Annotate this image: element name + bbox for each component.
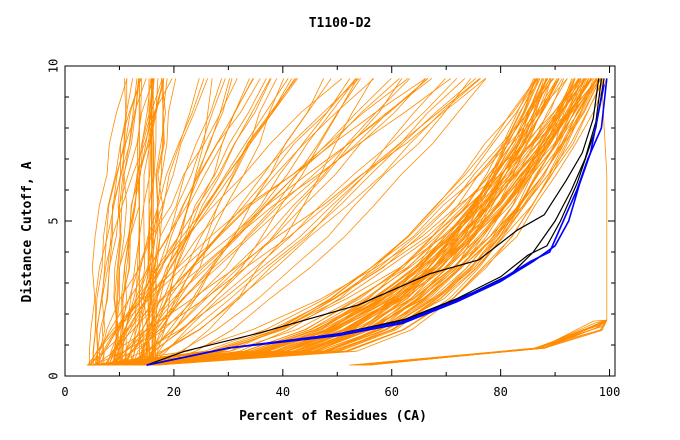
model-line-low bbox=[364, 319, 608, 366]
model-line bbox=[139, 78, 332, 366]
model-line bbox=[151, 78, 580, 366]
model-line bbox=[122, 78, 392, 366]
model-line bbox=[124, 78, 289, 366]
axis-ticks bbox=[64, 65, 615, 377]
model-line bbox=[100, 78, 296, 366]
model-line bbox=[154, 78, 592, 366]
model-line bbox=[133, 78, 598, 366]
model-line-low bbox=[349, 320, 608, 366]
x-tick-label: 0 bbox=[61, 385, 68, 399]
y-axis-label: Distance Cutoff, A bbox=[20, 161, 35, 302]
series-line-5 bbox=[146, 84, 605, 366]
model-line-low bbox=[368, 319, 607, 366]
model-line bbox=[93, 78, 480, 366]
model-line bbox=[108, 78, 360, 366]
y-tick-label: 0 bbox=[47, 372, 61, 379]
model-line bbox=[116, 78, 587, 366]
model-line bbox=[125, 78, 427, 366]
x-tick-label: 80 bbox=[493, 385, 507, 399]
tick-labels: 0 20 40 60 80 100 0 5 10 bbox=[47, 59, 621, 399]
other-model-lines bbox=[86, 78, 608, 366]
model-line bbox=[117, 78, 351, 366]
model-line bbox=[87, 78, 409, 366]
model-line bbox=[149, 78, 324, 366]
model-line bbox=[94, 78, 238, 366]
model-line bbox=[130, 78, 226, 366]
model-line bbox=[150, 78, 458, 366]
model-line bbox=[111, 78, 466, 366]
model-line-low bbox=[354, 319, 607, 366]
model-line bbox=[104, 78, 272, 366]
model-line bbox=[145, 78, 357, 366]
model-line bbox=[154, 78, 600, 366]
y-tick-label: 10 bbox=[47, 59, 61, 73]
model-line bbox=[91, 78, 551, 366]
model-line bbox=[89, 78, 128, 366]
series-line-3 bbox=[146, 78, 605, 366]
model-line bbox=[90, 78, 254, 366]
model-line bbox=[94, 78, 486, 366]
model-line-low bbox=[362, 319, 607, 366]
model-line bbox=[112, 78, 429, 366]
model-line bbox=[112, 78, 539, 366]
model-line bbox=[135, 78, 582, 366]
model-line bbox=[114, 78, 548, 366]
x-tick-label: 20 bbox=[167, 385, 181, 399]
model-line bbox=[143, 78, 285, 366]
model-line bbox=[145, 78, 476, 366]
model-line bbox=[133, 78, 411, 366]
model-line bbox=[115, 78, 128, 366]
model-line bbox=[155, 78, 213, 366]
model-line bbox=[135, 78, 481, 366]
model-line bbox=[154, 78, 165, 366]
model-line bbox=[95, 78, 142, 366]
model-line bbox=[109, 78, 200, 366]
model-line bbox=[88, 78, 585, 366]
x-axis-label: Percent of Residues (CA) bbox=[239, 409, 427, 424]
model-line bbox=[102, 78, 581, 366]
model-line bbox=[97, 78, 343, 366]
model-line bbox=[153, 78, 536, 366]
model-line bbox=[153, 78, 271, 366]
y-tick-label: 5 bbox=[47, 217, 61, 224]
model-line-low bbox=[369, 319, 608, 366]
model-line bbox=[141, 78, 552, 366]
model-line bbox=[95, 78, 433, 366]
highlighted-series bbox=[146, 78, 608, 366]
series-line-1 bbox=[146, 78, 600, 366]
x-tick-label: 100 bbox=[599, 385, 621, 399]
model-line bbox=[144, 78, 472, 366]
model-line-low bbox=[357, 319, 607, 366]
model-line bbox=[138, 78, 558, 366]
model-line bbox=[105, 78, 361, 366]
model-line bbox=[94, 78, 173, 366]
chart-title: T1100-D2 bbox=[309, 16, 372, 31]
x-tick-label: 60 bbox=[385, 385, 399, 399]
model-line bbox=[155, 78, 487, 366]
model-line bbox=[121, 78, 165, 366]
model-line bbox=[114, 78, 139, 366]
model-line bbox=[133, 78, 588, 366]
model-line bbox=[90, 78, 586, 366]
model-line bbox=[138, 78, 143, 366]
model-line bbox=[148, 78, 278, 366]
model-line bbox=[92, 78, 142, 366]
x-tick-label: 40 bbox=[276, 385, 290, 399]
model-line bbox=[139, 78, 293, 366]
model-line bbox=[156, 78, 374, 366]
model-line bbox=[97, 78, 154, 366]
model-line bbox=[139, 78, 608, 366]
model-line bbox=[149, 78, 601, 366]
model-line bbox=[128, 78, 403, 366]
model-line bbox=[105, 78, 452, 366]
model-line bbox=[121, 78, 446, 366]
